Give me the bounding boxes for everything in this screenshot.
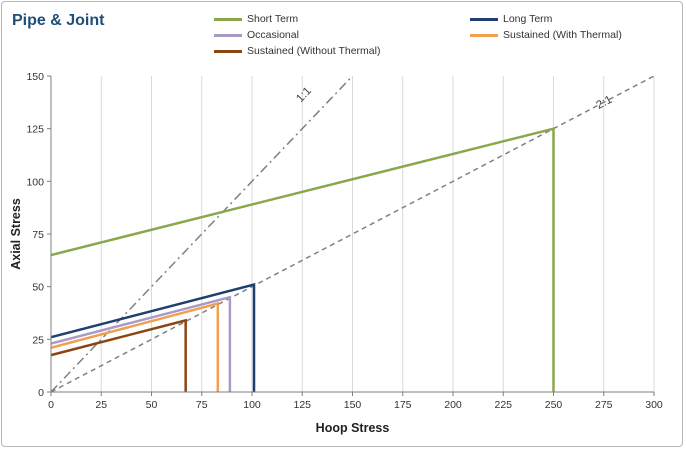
- y-tick-label: 125: [26, 124, 44, 136]
- legend-item: Long Term: [470, 13, 552, 25]
- x-tick-label: 125: [293, 399, 311, 411]
- series-line-1: [50, 282, 256, 392]
- reference-line-label: 1:1: [294, 85, 314, 105]
- legend-swatch: [470, 17, 498, 21]
- legend-label: Sustained (Without Thermal): [247, 45, 381, 57]
- legend-swatch: [214, 49, 242, 53]
- legend-label: Short Term: [247, 13, 299, 25]
- y-tick-label: 150: [26, 71, 44, 83]
- x-tick-label: 250: [545, 399, 563, 411]
- y-tick-label: 75: [32, 229, 44, 241]
- legend-swatch: [214, 33, 242, 37]
- x-tick-label: 150: [344, 399, 362, 411]
- y-tick-label: 0: [38, 387, 44, 399]
- chart-title: Pipe & Joint: [12, 12, 105, 29]
- legend-item: Sustained (With Thermal): [470, 29, 622, 41]
- x-tick-label: 0: [48, 399, 54, 411]
- x-tick-label: 300: [645, 399, 663, 411]
- series-line-2: [50, 295, 232, 392]
- legend-label: Occasional: [247, 29, 299, 41]
- legend-item: Short Term: [214, 13, 298, 25]
- y-axis-title: Axial Stress: [9, 198, 23, 270]
- reference-line-1to1: [51, 76, 354, 392]
- legend-item: Sustained (Without Thermal): [214, 45, 380, 57]
- x-tick-label: 200: [444, 399, 462, 411]
- legend-swatch: [214, 17, 242, 21]
- x-tick-label: 275: [595, 399, 613, 411]
- x-tick-label: 50: [146, 399, 158, 411]
- x-tick-label: 100: [243, 399, 261, 411]
- y-tick-label: 25: [32, 334, 44, 346]
- x-tick-label: 25: [95, 399, 107, 411]
- series-line-0: [50, 127, 555, 392]
- x-tick-label: 75: [196, 399, 208, 411]
- x-axis-title: Hoop Stress: [316, 421, 390, 435]
- series-line-4: [50, 318, 187, 392]
- y-tick-label: 50: [32, 282, 44, 294]
- series-line-3: [50, 301, 220, 392]
- legend-label: Long Term: [503, 13, 553, 25]
- x-tick-label: 225: [494, 399, 512, 411]
- reference-line-label: 2:1: [594, 94, 614, 112]
- legend-swatch: [470, 33, 498, 37]
- legend-label: Sustained (With Thermal): [503, 29, 622, 41]
- y-tick-label: 100: [26, 176, 44, 188]
- x-tick-label: 175: [394, 399, 412, 411]
- legend-item: Occasional: [214, 29, 299, 41]
